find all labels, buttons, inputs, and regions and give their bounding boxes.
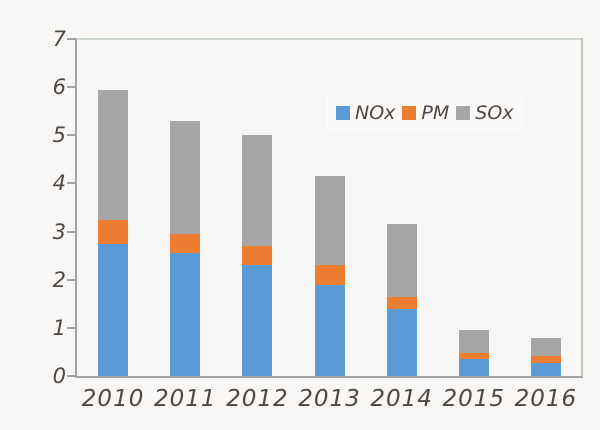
x-tick-label-2016: 2016 [514, 386, 578, 412]
bar-2011 [170, 120, 201, 376]
y-tick-mark-4 [67, 182, 76, 185]
y-tick-label-7: 7 [52, 27, 66, 51]
legend-swatch-sox [456, 106, 471, 120]
bar-segment-sox-2014 [386, 224, 417, 297]
x-axis-labels: 2010 2011 2012 2013 2014 2015 2016 [77, 386, 582, 412]
x-tick-label-2015: 2015 [442, 386, 506, 412]
x-tick-label-2013: 2013 [298, 386, 361, 412]
bar-segment-sox-2015 [458, 330, 489, 354]
legend-item-nox: NOx [336, 102, 395, 124]
bar-2010 [98, 89, 129, 376]
bar-segment-nox-2012 [242, 265, 273, 376]
bar-segment-nox-2014 [386, 308, 417, 376]
bar-2012 [242, 135, 273, 376]
y-tick-mark-5 [67, 134, 76, 137]
bar-segment-sox-2012 [242, 135, 273, 247]
legend-swatch-pm [402, 106, 417, 120]
y-tick-label-5: 5 [52, 123, 66, 148]
bar-2013 [314, 176, 345, 376]
y-tick-mark-0 [67, 375, 76, 377]
y-tick-mark-3 [67, 230, 76, 233]
legend-label-pm: PM [421, 102, 450, 124]
bar-segment-pm-2015 [458, 353, 489, 360]
bar-segment-nox-2016 [530, 362, 561, 376]
bar-segment-sox-2013 [314, 176, 345, 266]
bar-segment-nox-2015 [458, 359, 489, 376]
x-tick-label-2010: 2010 [81, 386, 145, 412]
bar-segment-sox-2010 [98, 89, 129, 220]
bar-segment-pm-2012 [242, 246, 273, 266]
bar-segment-pm-2013 [314, 265, 345, 285]
bar-segment-nox-2011 [170, 253, 201, 376]
plot-border-top [75, 38, 583, 40]
y-tick-mark-2 [67, 278, 76, 281]
bar-segment-sox-2011 [170, 120, 201, 234]
bar-segment-pm-2010 [98, 219, 129, 244]
y-tick-label-2: 2 [52, 267, 66, 292]
x-axis-line [75, 376, 583, 378]
y-tick-mark-6 [67, 86, 76, 89]
bar-segment-nox-2013 [314, 284, 345, 376]
bar-2016 [530, 337, 561, 376]
x-tick-label-2014: 2014 [370, 386, 433, 412]
bars-container [77, 39, 582, 376]
x-tick-label-2011: 2011 [153, 386, 217, 412]
y-tick-label-0: 0 [52, 364, 66, 388]
legend-item-sox: SOx [456, 102, 514, 124]
bar-segment-pm-2016 [530, 355, 561, 363]
bar-2014 [386, 224, 417, 376]
bar-segment-nox-2010 [98, 243, 129, 376]
legend-item-pm: PM [402, 102, 449, 124]
bar-segment-pm-2014 [386, 296, 417, 309]
y-tick-label-3: 3 [52, 219, 66, 244]
legend-swatch-nox [336, 106, 350, 120]
bar-2015 [458, 330, 489, 376]
y-tick-mark-7 [67, 38, 76, 40]
y-tick-label-6: 6 [52, 75, 66, 100]
bar-segment-pm-2011 [170, 234, 201, 254]
legend-label-sox: SOx [475, 102, 514, 124]
y-tick-label-4: 4 [52, 171, 66, 196]
y-tick-mark-1 [67, 326, 76, 329]
legend: NOx PM SOx [326, 96, 524, 130]
y-axis-line [75, 39, 77, 378]
legend-label-nox: NOx [355, 102, 396, 124]
y-tick-label-1: 1 [52, 315, 66, 340]
plot-border-right [581, 38, 583, 378]
bar-segment-sox-2016 [530, 337, 561, 356]
x-tick-label-2012: 2012 [226, 386, 289, 412]
